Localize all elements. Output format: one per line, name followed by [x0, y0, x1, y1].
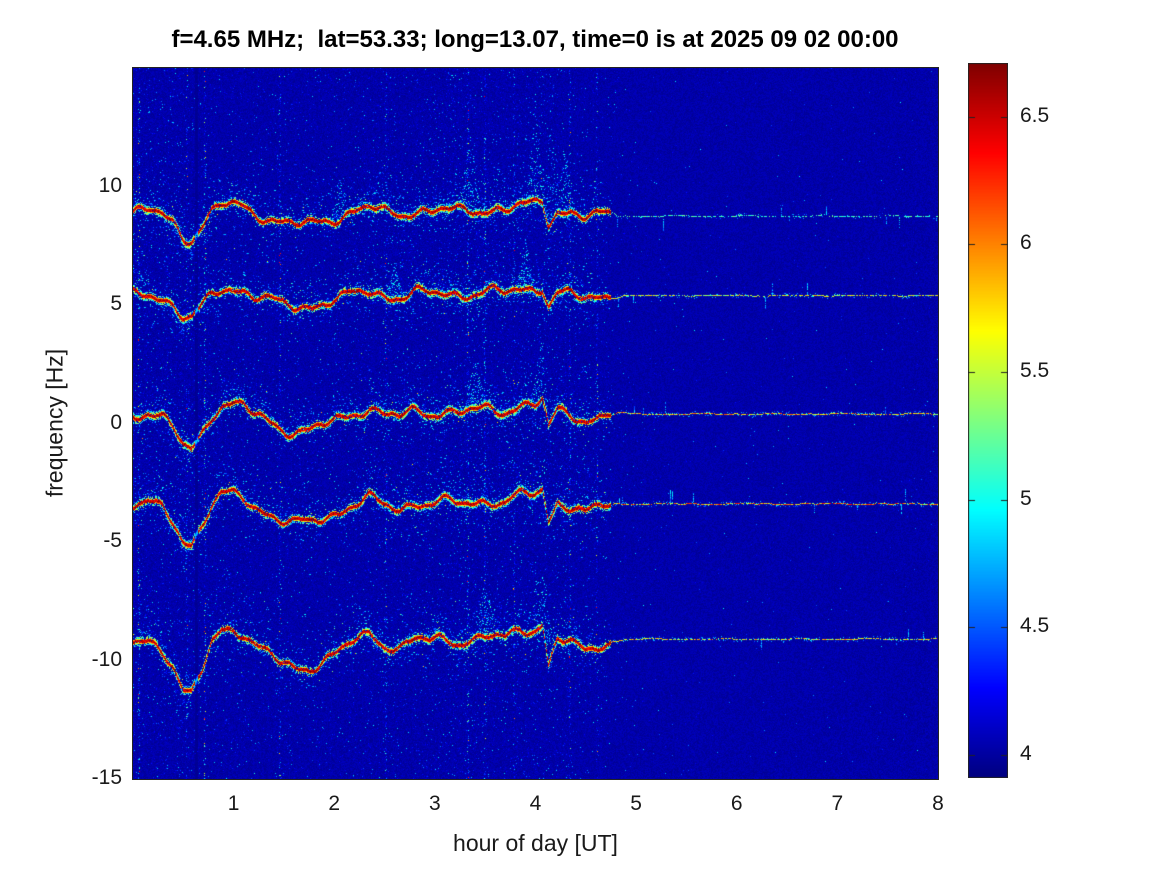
figure-title: f=4.65 MHz; lat=53.33; long=13.07, time=…	[171, 26, 899, 53]
y-tick-label: 0	[110, 410, 122, 434]
x-axis-label: hour of day [UT]	[453, 830, 618, 856]
spectrogram-canvas	[133, 68, 938, 779]
x-tick-label: 3	[429, 792, 441, 815]
x-tick-label: 7	[831, 792, 844, 815]
x-tick-label: 2	[328, 792, 341, 815]
y-tick-label: -5	[103, 529, 122, 552]
colorbar-tick-label: 4.5	[1020, 614, 1050, 638]
y-tick-label: 10	[98, 173, 122, 197]
x-tick-label: 6	[730, 792, 743, 815]
x-tick-label: 4	[529, 792, 542, 815]
colorbar-tick-label: 4	[1020, 742, 1032, 766]
colorbar-tick-label: 6.5	[1020, 103, 1050, 127]
x-tick-label: 5	[630, 792, 642, 815]
y-tick-label: -15	[91, 766, 122, 789]
y-tick-label: 5	[110, 292, 122, 315]
colorbar-tick-label: 5	[1020, 486, 1032, 510]
y-tick-label: -10	[91, 647, 122, 671]
colorbar-canvas	[968, 63, 1008, 778]
colorbar-tick-label: 6	[1020, 231, 1032, 255]
colorbar-tick-label: 5.5	[1020, 358, 1050, 382]
x-tick-label: 8	[932, 792, 944, 815]
x-tick-label: 1	[227, 792, 240, 815]
